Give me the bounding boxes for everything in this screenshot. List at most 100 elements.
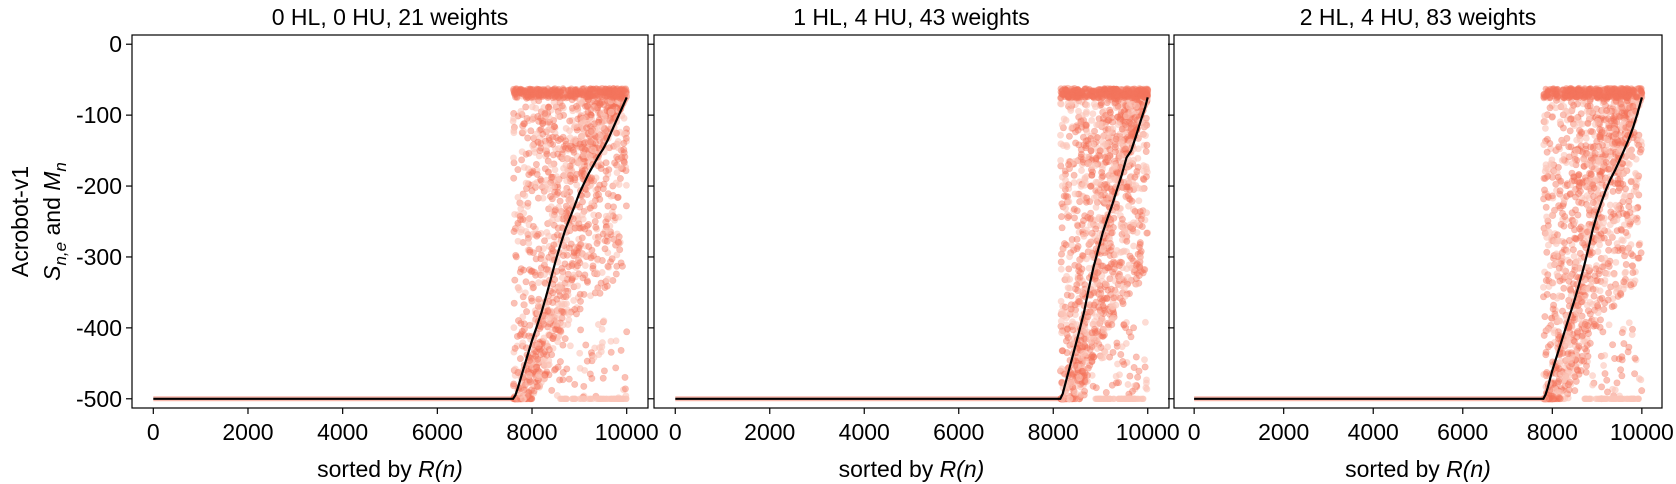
scatter-point	[525, 221, 533, 229]
scatter-point	[1142, 173, 1150, 181]
scatter-point	[620, 139, 628, 147]
scatter-point	[592, 192, 600, 200]
panel-title-1: 0 HL, 0 HU, 21 weights	[272, 4, 509, 30]
scatter-point	[1068, 339, 1076, 347]
scatter-point	[604, 262, 612, 270]
scatter-point	[1112, 372, 1120, 380]
scatter-point	[601, 237, 609, 245]
scatter-point	[570, 136, 578, 144]
scatter-point	[1585, 263, 1593, 271]
scatter-point	[1613, 204, 1621, 212]
scatter-point	[1559, 307, 1567, 315]
scatter-point	[566, 142, 574, 150]
axes-frame-1	[131, 34, 649, 409]
scatter-point	[526, 248, 534, 256]
scatter-point	[571, 122, 579, 130]
scatter-point	[514, 193, 522, 201]
scatter-point	[1083, 255, 1091, 263]
scatter-point	[604, 249, 612, 257]
scatter-point	[535, 383, 543, 391]
scatter-point	[578, 168, 586, 176]
scatter-point	[559, 368, 567, 376]
scatter-point	[574, 256, 582, 264]
scatter-point	[550, 332, 558, 340]
scatter-point	[599, 185, 607, 193]
scatter-point	[1061, 303, 1069, 311]
scatter-point	[581, 262, 589, 270]
scatter-point	[604, 117, 612, 125]
scatter-point	[587, 111, 595, 119]
scatter-point	[534, 298, 542, 306]
scatter-point	[1094, 269, 1102, 277]
scatter-point	[1102, 111, 1110, 119]
scatter-point	[1585, 160, 1593, 168]
scatter-point	[1631, 370, 1639, 378]
scatter-point	[1098, 165, 1106, 173]
scatter-point	[1543, 290, 1551, 298]
scatter-point	[559, 376, 567, 384]
scatter-point	[1593, 276, 1601, 284]
scatter-point	[605, 89, 612, 97]
scatter-point	[1613, 379, 1621, 387]
scatter-point	[593, 287, 601, 295]
scatter-point	[1140, 141, 1148, 149]
scatter-point	[530, 268, 538, 276]
scatter-point	[1077, 146, 1085, 154]
scatter-point	[1080, 335, 1088, 343]
scatter-point	[589, 262, 597, 270]
scatter-point	[1063, 272, 1071, 280]
scatter-point	[533, 382, 541, 390]
scatter-point	[621, 385, 629, 393]
scatter-point	[555, 282, 563, 290]
scatter-point	[563, 205, 571, 213]
scatter-point	[1092, 193, 1100, 201]
scatter-point	[604, 227, 612, 235]
scatter-point	[1113, 203, 1121, 211]
scatter-point	[556, 327, 564, 335]
scatter-point	[517, 107, 525, 115]
scatter-point	[1621, 269, 1629, 277]
scatter-point	[1065, 161, 1073, 169]
scatter-point	[517, 319, 525, 327]
scatter-point	[590, 354, 598, 362]
scatter-point	[570, 148, 578, 156]
scatter-point	[548, 195, 556, 203]
scatter-point	[547, 161, 555, 169]
scatter-point	[552, 240, 560, 248]
scatter-point	[1106, 193, 1114, 201]
scatter-point	[548, 211, 556, 219]
scatter-point	[1095, 319, 1103, 327]
scatter-point	[1556, 317, 1564, 325]
scatter-point	[574, 293, 582, 301]
scatter-point	[1576, 135, 1584, 143]
scatter-point	[622, 90, 629, 98]
x-tick-label: 4000	[839, 419, 890, 445]
scatter-point	[1127, 129, 1135, 137]
scatter-point	[1071, 190, 1079, 198]
scatter-point	[1082, 358, 1090, 366]
scatter-point	[1587, 143, 1595, 151]
scatter-point	[1133, 102, 1141, 110]
scatter-point	[1120, 91, 1128, 99]
scatter-point	[1060, 192, 1068, 200]
scatter-point	[1625, 319, 1633, 327]
scatter-point	[511, 276, 519, 284]
scatter-point	[1110, 214, 1118, 222]
scatter-point	[599, 230, 607, 238]
scatter-point	[1626, 151, 1634, 159]
mean-line	[153, 96, 628, 400]
scatter-point	[1601, 395, 1608, 402]
scatter-point	[550, 123, 558, 131]
scatter-point	[1564, 369, 1572, 377]
scatter-point	[1610, 270, 1618, 278]
scatter-point	[577, 240, 585, 248]
scatter-point	[519, 127, 527, 135]
scatter-point	[1135, 367, 1143, 375]
scatter-point	[1063, 349, 1071, 357]
scatter-point	[521, 192, 529, 200]
scatter-point	[1140, 176, 1148, 184]
scatter-point	[1130, 219, 1138, 227]
scatter-point	[541, 165, 549, 173]
scatter-point	[1580, 338, 1588, 346]
scatter-point	[1074, 272, 1082, 280]
